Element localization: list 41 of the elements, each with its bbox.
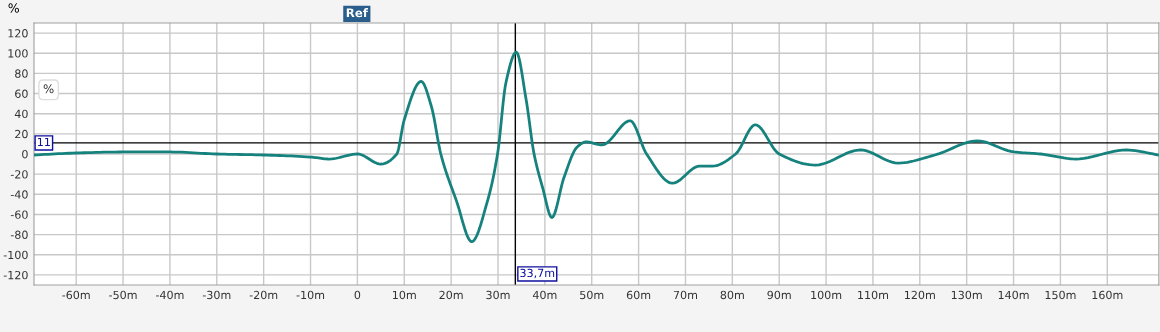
x-tick-label: 30m xyxy=(486,290,510,300)
y-tick-label: -40 xyxy=(10,190,28,199)
x-tick-label: 50m xyxy=(580,290,604,300)
ref-line-label: 33,7m xyxy=(520,268,555,279)
x-tick-label: 140m xyxy=(998,290,1029,300)
annotation: % xyxy=(43,84,54,94)
y-tick-label: 40 xyxy=(14,109,28,119)
x-tick-label: 90m xyxy=(767,290,791,300)
x-tick-label: 0 xyxy=(354,290,361,300)
x-tick-label: 70m xyxy=(673,290,698,300)
y-axis-title: % xyxy=(8,3,19,13)
y-tick-label: 100 xyxy=(8,49,28,58)
x-tick-label: -20m xyxy=(249,290,278,300)
text: Ref xyxy=(346,8,369,18)
y-tick-label: -100 xyxy=(3,250,28,260)
x-tick-label: 150m xyxy=(1045,290,1076,300)
ref-line-label: 11 xyxy=(38,137,50,146)
x-tick-label: 20m xyxy=(439,290,463,300)
x-tick-label: 40m xyxy=(532,290,557,300)
x-tick-label: 110m xyxy=(858,290,889,300)
x-tick-label: 10m xyxy=(393,290,416,300)
y-tick-label: -20 xyxy=(10,170,28,179)
y-tick-label: -120 xyxy=(3,270,28,280)
x-tick-label: 130m xyxy=(951,290,982,300)
y-tick-label: 80 xyxy=(15,69,28,78)
x-tick-label: -40m xyxy=(155,290,184,300)
x-tick-label: 120m xyxy=(905,290,935,300)
x-tick-label: -60m xyxy=(62,290,90,300)
x-tick-label: -50m xyxy=(109,290,137,300)
x-tick-label: 60m xyxy=(626,290,651,300)
x-tick-label: 80m xyxy=(720,290,744,300)
y-tick-label: 0 xyxy=(22,149,28,159)
x-tick-label: 100m xyxy=(811,290,842,300)
y-tick-label: -60 xyxy=(10,210,28,219)
x-tick-label: -30m xyxy=(202,290,231,300)
y-tick-label: 120 xyxy=(8,29,28,38)
x-tick-label: -10m xyxy=(296,290,325,300)
x-tick-label: 160m xyxy=(1092,290,1123,300)
y-tick-label: -80 xyxy=(10,230,28,239)
y-tick-label: 20 xyxy=(15,129,28,139)
y-tick-label: 60 xyxy=(15,89,28,98)
